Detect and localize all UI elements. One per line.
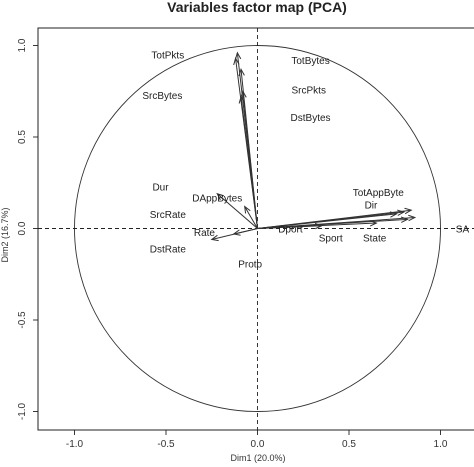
variable-label: DstBytes [291, 113, 331, 124]
variable-label: SrcRate [150, 210, 187, 221]
plot-frame [37, 27, 474, 431]
y-tick-label: 1.0 [17, 38, 28, 52]
variable-label: DAppBytes [192, 193, 242, 204]
variable-arrowhead [238, 68, 245, 77]
x-tick-label: -1.0 [66, 439, 84, 450]
y-tick-label: 0.5 [17, 130, 28, 144]
variable-arrowhead [210, 234, 219, 242]
variable-arrow [240, 96, 258, 229]
x-axis-label: Dim1 (20.0%) [230, 453, 285, 463]
variable-label: State [363, 234, 387, 245]
y-tick-label: -0.5 [17, 311, 28, 329]
variable-label: Dport [278, 225, 303, 236]
variable-label: Dur [152, 182, 169, 193]
variable-arrow [244, 206, 258, 229]
variable-arrowhead [314, 222, 323, 230]
variable-arrowhead [240, 89, 247, 99]
variable-label: DstRate [150, 245, 187, 256]
variable-arrow [257, 225, 322, 229]
variable-label: SrcPkts [292, 85, 326, 96]
variable-arrow [233, 228, 258, 235]
variable-arrowhead [404, 207, 413, 215]
variable-arrow [257, 213, 397, 229]
variable-arrowhead [400, 216, 409, 223]
plot-area: -1.0 -0.5 0.0 0.5 1.0 -1.0 -0.5 0.0 0.5 1.0 TotPkt… [17, 27, 474, 450]
y-axis-label: Dim2 (16.7%) [0, 207, 10, 262]
y-tick-label: 0.0 [17, 221, 28, 235]
variable-arrowhead [233, 57, 240, 66]
variable-label: TotBytes [291, 56, 329, 67]
variable-label: SA [456, 225, 470, 236]
variable-arrowhead [397, 209, 406, 216]
variable-arrowhead [408, 214, 417, 222]
x-tick-label: 0.0 [251, 439, 265, 450]
variable-label: TotAppByte [353, 188, 405, 199]
variable-arrowhead [369, 220, 378, 227]
variable-label: Rate [194, 228, 216, 239]
x-tick-label: -0.5 [157, 439, 175, 450]
variable-arrowhead [234, 51, 242, 60]
variable-arrowhead [389, 211, 398, 218]
variable-arrowhead [216, 192, 225, 201]
variable-arrowhead [244, 205, 251, 214]
y-tick-label: -1.0 [17, 402, 28, 420]
chart-title: Variables factor map (PCA) [167, 0, 347, 15]
x-tick-label: 0.5 [342, 439, 356, 450]
variable-label: Sport [319, 234, 343, 245]
variable-label: Proto [238, 259, 262, 270]
variable-label: TotPkts [151, 51, 184, 62]
variable-arrow [216, 193, 258, 229]
x-tick-label: 1.0 [434, 439, 448, 450]
variable-label: Dir [365, 201, 378, 212]
variable-arrowhead [238, 95, 245, 104]
variable-arrowhead [232, 229, 241, 236]
variable-label: SrcBytes [142, 91, 182, 102]
